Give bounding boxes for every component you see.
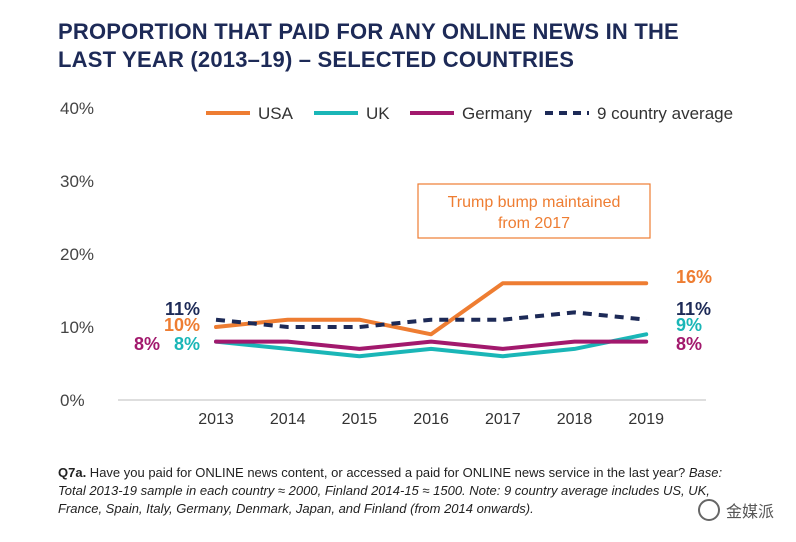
data-label: 11% <box>676 299 711 319</box>
watermark: 金媒派 <box>697 498 774 522</box>
line-chart: 0% 10% 20% 30% 40% 2013 2014 2015 2016 2017 2018 20… <box>60 99 733 428</box>
legend-label: UK <box>366 104 390 123</box>
y-tick-label: 20% <box>60 245 94 264</box>
y-tick-label: 10% <box>60 318 94 337</box>
footnote-base-text: Base: Total 2013-19 sample in each count… <box>58 465 723 516</box>
data-label: 11% <box>165 299 200 319</box>
legend-label: Germany <box>462 104 532 123</box>
data-label: 10% <box>164 315 200 335</box>
title-line-1: PROPORTION THAT PAID FOR ANY ONLINE NEWS… <box>58 19 679 44</box>
x-tick-label: 2015 <box>342 411 378 428</box>
x-tick-label: 2016 <box>413 411 449 428</box>
legend-label: USA <box>258 104 294 123</box>
annotation-box <box>417 183 651 239</box>
data-label: 16% <box>676 267 712 287</box>
chart-title: PROPORTION THAT PAID FOR ANY ONLINE NEWS… <box>58 18 758 74</box>
series-line <box>214 332 649 359</box>
data-label: 9% <box>676 315 702 335</box>
footnote: Q7a. Have you paid for ONLINE news conte… <box>58 464 738 518</box>
annotation-text: from 2017 <box>498 215 570 232</box>
title-line-2: LAST YEAR (2013–19) – SELECTED COUNTRIES <box>58 47 575 72</box>
wechat-logo-icon <box>697 499 720 521</box>
watermark-text: 金媒派 <box>725 504 774 521</box>
y-tick-label: 0% <box>60 391 85 410</box>
y-tick-label: 30% <box>60 172 94 191</box>
x-tick-label: 2019 <box>628 411 664 428</box>
footnote-question-id: Q7a. <box>58 465 87 480</box>
x-tick-label: 2013 <box>198 411 234 428</box>
legend-label: 9 country average <box>597 104 733 123</box>
x-tick-label: 2017 <box>485 411 521 428</box>
data-label: 8% <box>676 334 702 354</box>
x-tick-label: 2014 <box>270 411 306 428</box>
y-tick-label: 40% <box>60 99 94 118</box>
data-label: 8% <box>134 334 160 354</box>
footnote-question-text: Have you paid for ONLINE news content, o… <box>86 465 689 480</box>
data-label: 8% <box>174 334 200 354</box>
x-tick-label: 2018 <box>557 411 593 428</box>
annotation-text: Trump bump maintained <box>448 194 621 211</box>
